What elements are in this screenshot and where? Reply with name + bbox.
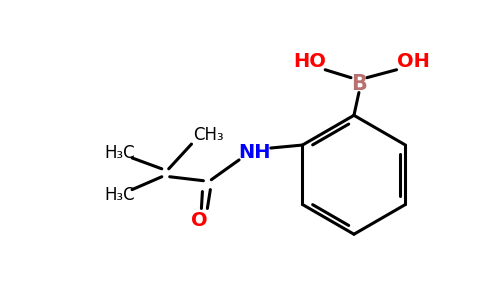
Text: OH: OH	[397, 52, 430, 71]
Text: O: O	[191, 211, 208, 230]
Text: B: B	[351, 74, 367, 94]
Text: H₃C: H₃C	[105, 186, 135, 204]
Text: HO: HO	[293, 52, 326, 71]
Text: H₃C: H₃C	[105, 144, 135, 162]
Text: NH: NH	[239, 143, 271, 163]
Text: CH₃: CH₃	[194, 126, 224, 144]
